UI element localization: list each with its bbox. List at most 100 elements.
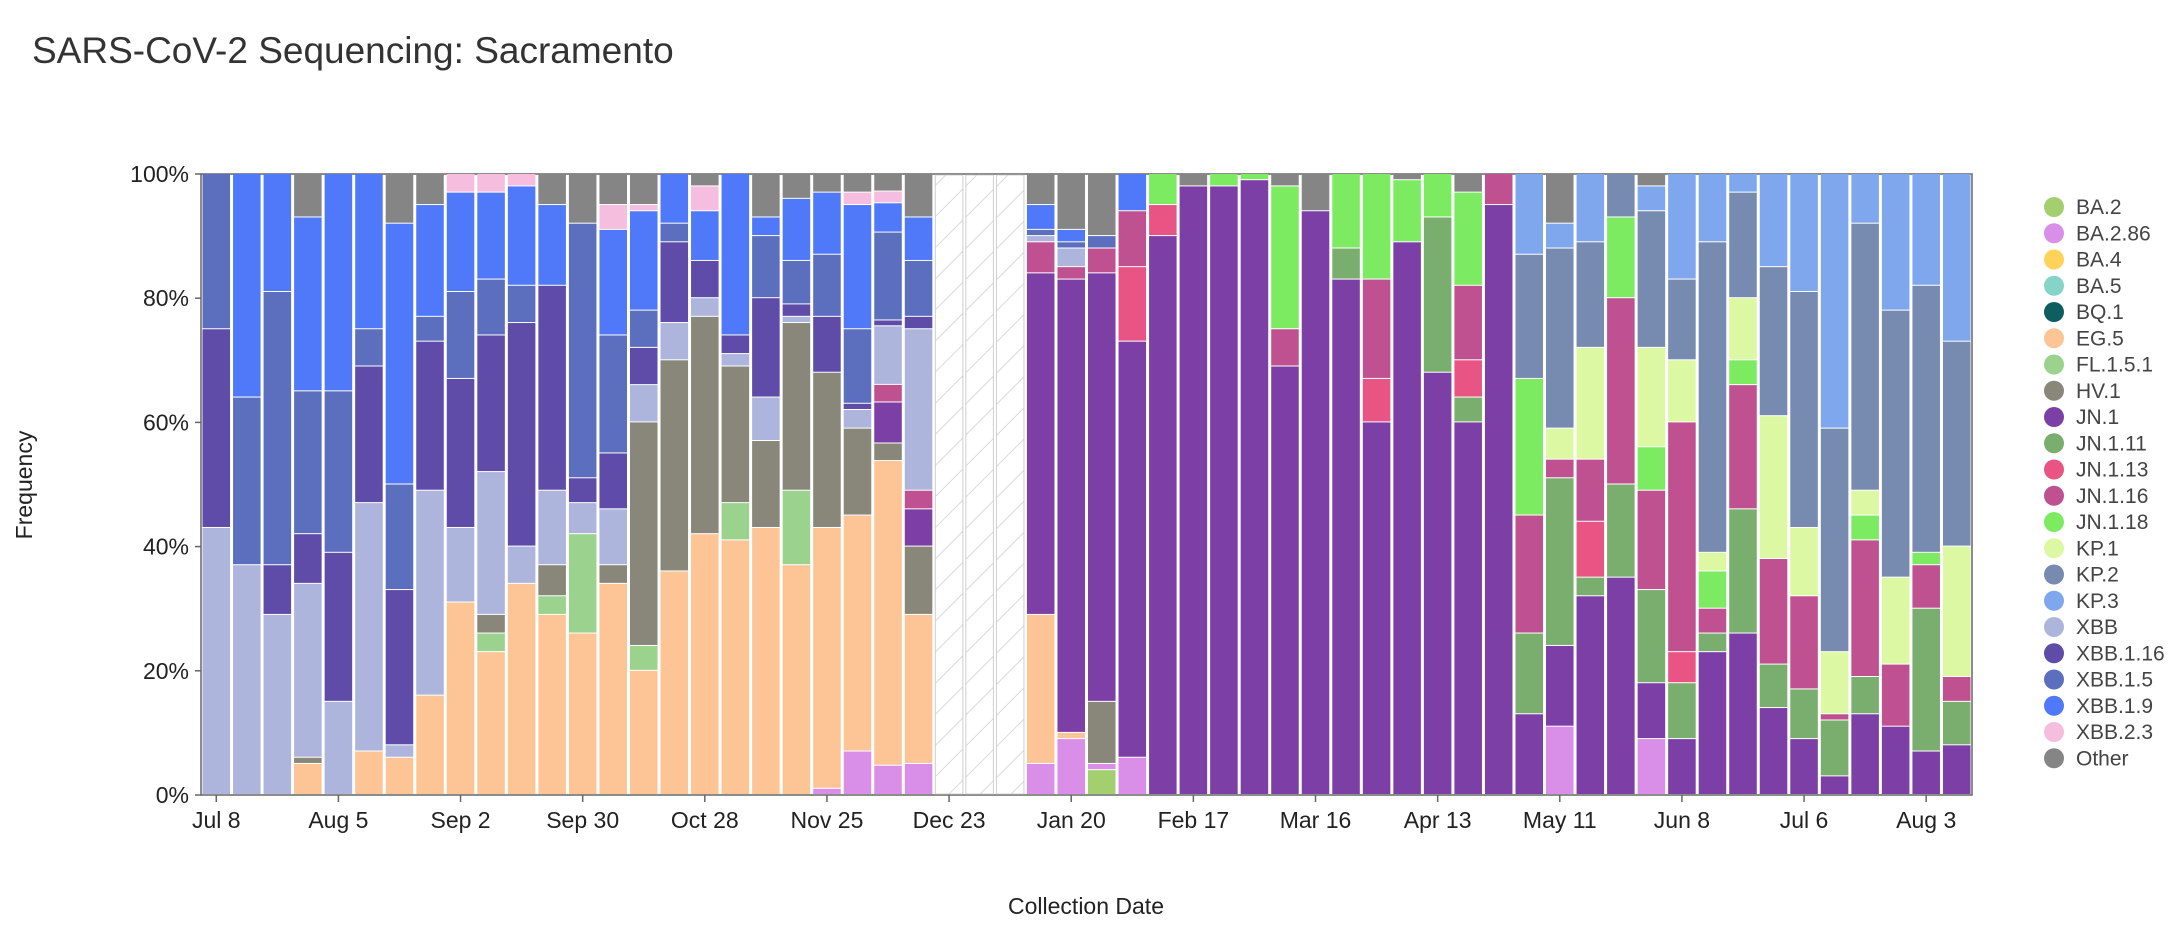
bar-segment-xbb-1-9[interactable] <box>446 192 475 291</box>
bar-segment-jn-1[interactable] <box>1912 751 1940 794</box>
bar-segment-jn-1[interactable] <box>1515 714 1544 794</box>
bar-segment-jn-1[interactable] <box>874 402 902 443</box>
bar-segment-kp-1[interactable] <box>1729 298 1757 360</box>
bar-segment-jn-1[interactable] <box>1637 683 1666 739</box>
bar-segment-jn-1-18[interactable] <box>1332 174 1360 248</box>
bar-segment-fl-1-5-1[interactable] <box>538 596 566 614</box>
bar-segment-kp-2[interactable] <box>1607 174 1635 217</box>
bar-segment-jn-1-18[interactable] <box>1515 378 1544 515</box>
bar-segment-ba-2-86[interactable] <box>1637 739 1666 794</box>
bar-segment-eg-5[interactable] <box>721 540 750 794</box>
bar-segment-eg-5[interactable] <box>355 751 383 794</box>
bar-segment-jn-1-18[interactable] <box>1454 192 1482 285</box>
bar-segment-xbb-2-3[interactable] <box>446 174 475 192</box>
bar-segment-eg-5[interactable] <box>538 614 566 794</box>
bar-segment-xbb[interactable] <box>294 583 322 757</box>
bar-segment-xbb[interactable] <box>691 298 719 316</box>
bar-segment-ba-2-86[interactable] <box>874 765 902 794</box>
bar-segment-other[interactable] <box>294 174 322 217</box>
bar-segment-kp-1[interactable] <box>1790 527 1818 596</box>
bar-segment-kp-2[interactable] <box>1790 291 1818 527</box>
bar-segment-jn-1[interactable] <box>1759 708 1788 794</box>
bar-segment-xbb[interactable] <box>416 490 444 695</box>
bar-segment-jn-1-11[interactable] <box>1332 248 1360 279</box>
bar-segment-jn-1-16[interactable] <box>1851 540 1879 677</box>
bar-segment-xbb[interactable] <box>1026 236 1055 242</box>
bar-segment-xbb[interactable] <box>385 745 414 757</box>
bar-segment-hv-1[interactable] <box>660 360 689 571</box>
bar-segment-kp-3[interactable] <box>1851 174 1879 223</box>
bar-segment-jn-1-16[interactable] <box>1026 242 1055 273</box>
bar-segment-jn-1-18[interactable] <box>1210 174 1238 186</box>
bar-segment-ba-2-86[interactable] <box>813 788 841 794</box>
bar-segment-xbb-1-9[interactable] <box>782 198 811 260</box>
bar-segment-xbb[interactable] <box>324 701 353 794</box>
bar-segment-xbb[interactable] <box>599 509 627 565</box>
bar-segment-jn-1-13[interactable] <box>1118 267 1147 341</box>
bar-segment-other[interactable] <box>904 174 933 217</box>
bar-segment-eg-5[interactable] <box>843 515 872 751</box>
bar-segment-jn-1-16[interactable] <box>1546 459 1574 478</box>
bar-segment-jn-1-18[interactable] <box>1912 552 1940 565</box>
bar-segment-kp-2[interactable] <box>1759 267 1788 416</box>
bar-segment-kp-3[interactable] <box>1637 186 1666 211</box>
bar-segment-xbb-1-5[interactable] <box>233 397 261 565</box>
bar-segment-kp-3[interactable] <box>1912 174 1940 285</box>
bar-segment-xbb[interactable] <box>752 397 780 441</box>
bar-segment-kp-2[interactable] <box>1698 242 1727 552</box>
bar-segment-xbb[interactable] <box>477 472 505 614</box>
bar-segment-jn-1-18[interactable] <box>1607 217 1635 298</box>
bar-segment-hv-1[interactable] <box>721 366 750 503</box>
bar-segment-other[interactable] <box>629 174 658 205</box>
bar-segment-kp-2[interactable] <box>1637 211 1666 347</box>
bar-segment-jn-1-11[interactable] <box>1515 633 1544 714</box>
bar-segment-xbb-1-16[interactable] <box>843 403 872 409</box>
bar-segment-xbb[interactable] <box>507 546 536 583</box>
bar-segment-jn-1[interactable] <box>1820 776 1849 794</box>
bar-segment-xbb-1-9[interactable] <box>324 174 353 391</box>
bar-segment-other[interactable] <box>813 174 841 192</box>
bar-segment-xbb-1-16[interactable] <box>324 552 353 701</box>
bar-segment-kp-2[interactable] <box>1881 310 1910 577</box>
bar-segment-ba-2-86[interactable] <box>1088 763 1116 770</box>
bar-segment-jn-1[interactable] <box>1210 186 1238 795</box>
bar-segment-jn-1-11[interactable] <box>1668 683 1696 739</box>
bar-segment-jn-1-13[interactable] <box>1576 521 1605 577</box>
bar-segment-xbb-1-5[interactable] <box>507 285 536 323</box>
bar-segment-kp-2[interactable] <box>1729 192 1757 298</box>
bar-segment-hv-1[interactable] <box>691 316 719 534</box>
bar-segment-kp-1[interactable] <box>1942 546 1971 677</box>
bar-segment-jn-1-11[interactable] <box>1576 577 1605 596</box>
bar-segment-eg-5[interactable] <box>752 527 780 794</box>
bar-segment-xbb-1-16[interactable] <box>629 347 658 385</box>
bar-segment-jn-1-16[interactable] <box>1881 664 1910 726</box>
bar-segment-jn-1-11[interactable] <box>1820 720 1849 776</box>
bar-segment-xbb-1-16[interactable] <box>202 329 231 527</box>
bar-segment-jn-1-11[interactable] <box>1454 397 1482 422</box>
bar-segment-hv-1[interactable] <box>538 565 566 596</box>
bar-segment-xbb[interactable] <box>233 565 261 794</box>
bar-segment-eg-5[interactable] <box>446 602 475 794</box>
bar-segment-hv-1[interactable] <box>904 546 933 614</box>
bar-segment-jn-1[interactable] <box>1484 205 1513 795</box>
bar-segment-other[interactable] <box>1637 174 1666 186</box>
bar-segment-other[interactable] <box>843 174 872 192</box>
bar-segment-eg-5[interactable] <box>507 583 536 794</box>
bar-segment-xbb-1-5[interactable] <box>904 260 933 316</box>
bar-segment-xbb[interactable] <box>568 503 597 534</box>
bar-segment-xbb-1-16[interactable] <box>385 590 414 745</box>
bar-segment-xbb-2-3[interactable] <box>874 191 902 203</box>
bar-segment-other[interactable] <box>782 174 811 198</box>
bar-segment-xbb-1-5[interactable] <box>599 335 627 453</box>
bar-segment-kp-3[interactable] <box>1546 223 1574 248</box>
bar-segment-xbb-1-16[interactable] <box>904 316 933 329</box>
bar-segment-jn-1[interactable] <box>1881 726 1910 794</box>
bar-segment-eg-5[interactable] <box>477 652 505 794</box>
bar-segment-eg-5[interactable] <box>904 614 933 763</box>
bar-segment-fl-1-5-1[interactable] <box>629 645 658 670</box>
bar-segment-xbb-2-3[interactable] <box>507 174 536 186</box>
bar-segment-jn-1[interactable] <box>1057 279 1085 732</box>
bar-segment-jn-1-16[interactable] <box>1790 596 1818 689</box>
bar-segment-kp-1[interactable] <box>1546 428 1574 459</box>
bar-segment-jn-1-18[interactable] <box>1240 174 1269 180</box>
